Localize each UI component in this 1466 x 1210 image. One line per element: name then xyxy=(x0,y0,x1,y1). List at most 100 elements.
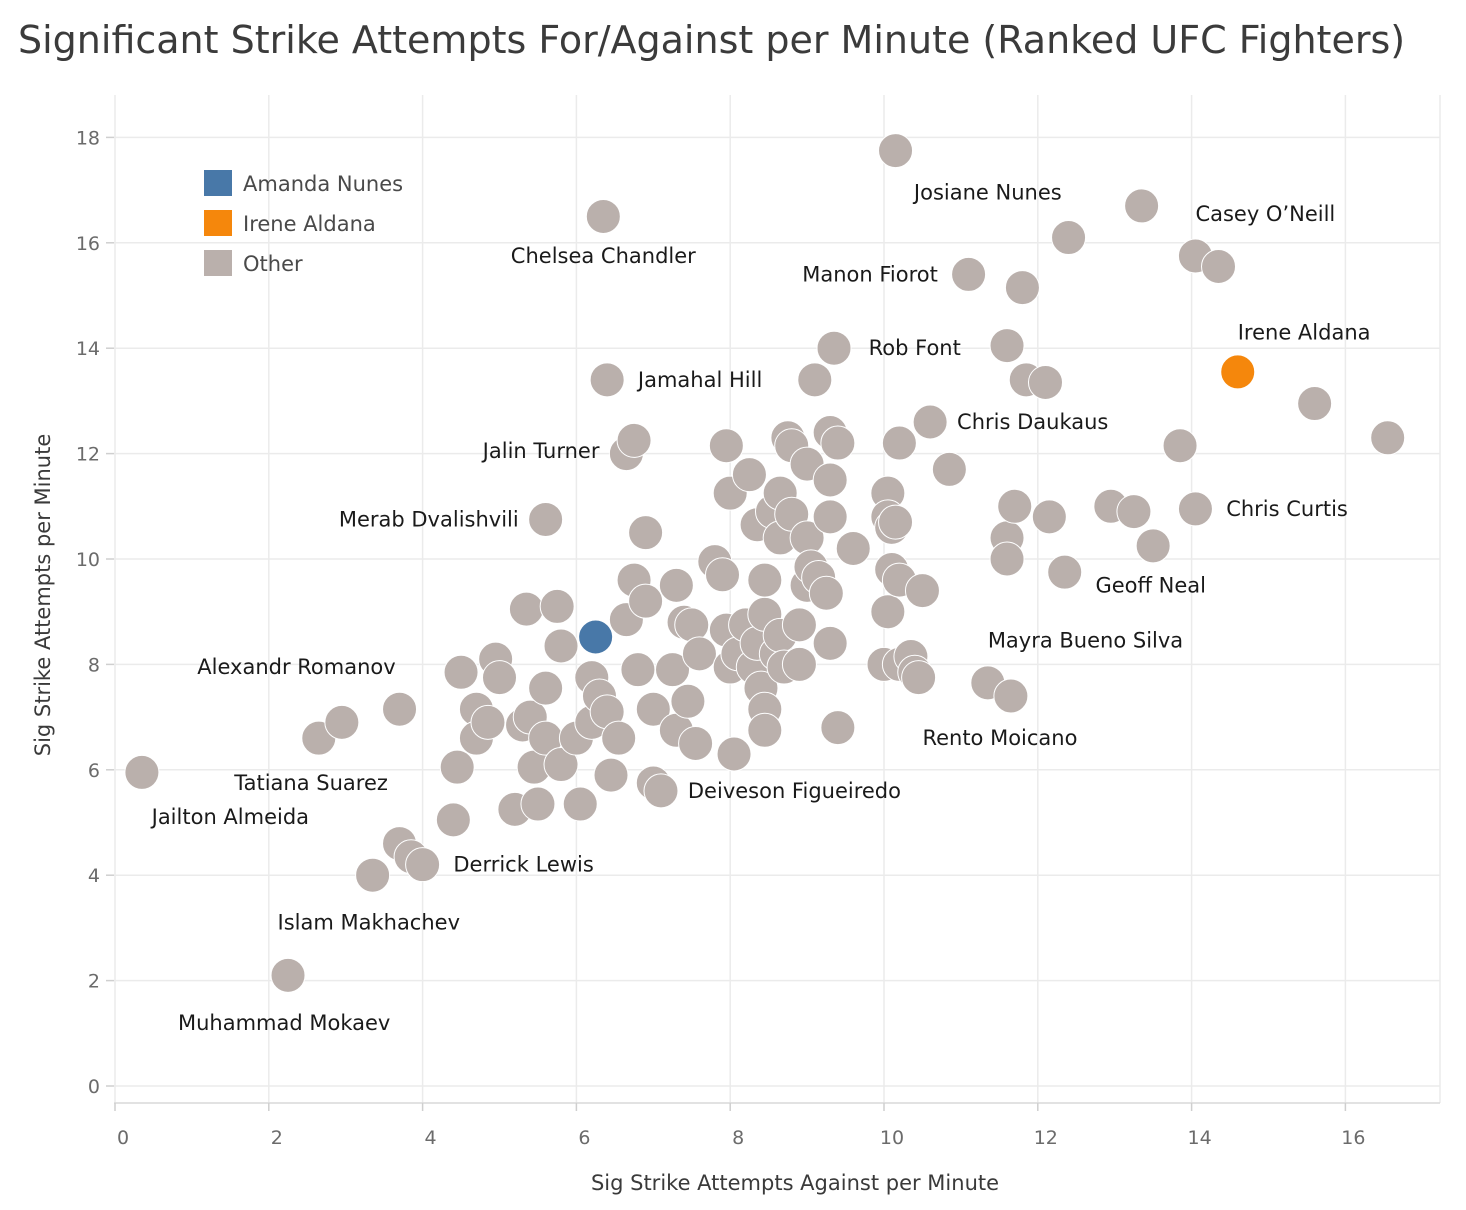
point-label: Casey O’Neill xyxy=(1195,202,1335,226)
y-tick-label: 18 xyxy=(76,127,100,149)
y-tick-label: 2 xyxy=(88,971,100,993)
point-label: Geoff Neal xyxy=(1095,573,1206,597)
data-point-other xyxy=(528,670,564,706)
data-point-other xyxy=(1201,249,1237,285)
data-point-other xyxy=(681,636,717,672)
chart-title: Significant Strike Attempts For/Against … xyxy=(18,18,1406,62)
x-tick-label: 8 xyxy=(732,1127,744,1149)
x-tick-label: 6 xyxy=(578,1127,590,1149)
y-tick-label: 14 xyxy=(76,338,100,360)
data-point-other xyxy=(1027,364,1063,400)
data-point-other xyxy=(716,736,752,772)
data-point-other xyxy=(628,583,664,619)
x-tick-label: 12 xyxy=(1034,1127,1058,1149)
data-point-other xyxy=(993,678,1029,714)
data-point-other xyxy=(543,628,579,664)
point-label: Islam Makhachev xyxy=(278,911,461,935)
legend-swatch xyxy=(204,170,232,196)
point-label: Jamahal Hill xyxy=(636,368,762,392)
data-point-other xyxy=(820,710,856,746)
legend-swatch xyxy=(204,210,232,236)
data-point-other xyxy=(816,330,852,366)
data-point-other xyxy=(674,607,710,643)
point-label: Deiveson Figueiredo xyxy=(688,779,901,803)
data-point-other xyxy=(382,691,418,727)
data-point-other xyxy=(443,654,479,690)
data-point-other xyxy=(601,720,637,756)
point-label: Derrick Lewis xyxy=(453,853,593,877)
data-point-other xyxy=(808,575,844,611)
point-label: Josiane Nunes xyxy=(912,181,1062,205)
data-point-other xyxy=(901,660,937,696)
point-label: Rento Moicano xyxy=(922,726,1077,750)
data-point-other xyxy=(1370,420,1406,456)
data-point-other xyxy=(124,754,160,790)
data-point-other xyxy=(812,625,848,661)
point-label: Jalin Turner xyxy=(481,439,600,463)
x-tick-label: 16 xyxy=(1341,1127,1365,1149)
y-tick-label: 16 xyxy=(76,233,100,255)
data-point-irene-aldana xyxy=(1220,354,1256,390)
point-label: Manon Fiorot xyxy=(802,262,938,286)
point-label: Chris Daukaus xyxy=(957,410,1108,434)
data-point-other xyxy=(635,691,671,727)
data-point-other xyxy=(439,749,475,785)
data-point-other xyxy=(989,541,1025,577)
x-tick-label: 4 xyxy=(425,1127,437,1149)
legend-label: Amanda Nunes xyxy=(243,172,403,196)
data-point-amanda-nunes xyxy=(578,619,614,655)
data-point-other xyxy=(435,802,471,838)
point-label: Alexandr Romanov xyxy=(197,655,395,679)
y-axis-title: Sig Strike Attempts per Minute xyxy=(31,434,55,757)
x-tick-label: 10 xyxy=(880,1127,904,1149)
point-label: Rob Font xyxy=(869,336,961,360)
data-point-other xyxy=(705,557,741,593)
legend: Amanda Nunes Irene Aldana Other xyxy=(204,170,403,276)
data-point-other xyxy=(997,488,1033,524)
x-tick-label: 0 xyxy=(117,1127,129,1149)
data-point-other xyxy=(812,499,848,535)
data-point-other xyxy=(562,786,598,822)
point-label: Mayra Bueno Silva xyxy=(988,629,1183,653)
data-point-other xyxy=(470,704,506,740)
data-points xyxy=(124,133,1406,993)
data-point-other xyxy=(747,712,783,748)
data-point-other xyxy=(658,567,694,603)
point-label: Jailton Almeida xyxy=(150,805,309,829)
data-point-other xyxy=(1124,188,1160,224)
data-point-other xyxy=(812,462,848,498)
x-tick-label: 2 xyxy=(271,1127,283,1149)
data-point-other xyxy=(405,847,441,883)
y-tick-label: 0 xyxy=(88,1076,100,1098)
y-tick-label: 6 xyxy=(88,760,100,782)
data-point-other xyxy=(781,646,817,682)
data-point-other xyxy=(835,530,871,566)
y-tick-label: 4 xyxy=(88,865,100,887)
data-point-other xyxy=(670,683,706,719)
data-point-other xyxy=(881,425,917,461)
data-point-other xyxy=(1177,491,1213,527)
legend-swatch xyxy=(204,250,232,276)
data-point-other xyxy=(1162,428,1198,464)
point-label: Irene Aldana xyxy=(1238,320,1371,344)
data-point-other xyxy=(508,591,544,627)
y-tick-label: 10 xyxy=(76,549,100,571)
data-point-other xyxy=(951,256,987,292)
point-label: Muhammad Mokaev xyxy=(178,1011,390,1035)
data-point-other xyxy=(1051,220,1087,256)
data-point-other xyxy=(520,786,556,822)
data-point-other xyxy=(912,404,948,440)
data-point-other xyxy=(270,957,306,993)
data-point-other xyxy=(589,362,625,398)
legend-label: Irene Aldana xyxy=(243,212,376,236)
x-axis-ticks: 0 2 4 6 8 10 12 14 16 xyxy=(114,1103,1365,1149)
data-point-other xyxy=(708,428,744,464)
x-tick-label: 14 xyxy=(1188,1127,1212,1149)
data-point-other xyxy=(655,652,691,688)
data-point-other xyxy=(643,773,679,809)
data-point-other xyxy=(1297,386,1333,422)
data-point-other xyxy=(593,757,629,793)
point-labels: Josiane Nunes Casey O’Neill Chelsea Chandl… xyxy=(150,181,1371,1035)
point-label: Chelsea Chandler xyxy=(511,244,696,268)
